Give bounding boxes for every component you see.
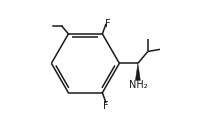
Text: NH₂: NH₂ — [129, 80, 147, 90]
Polygon shape — [135, 63, 140, 80]
Text: F: F — [103, 101, 109, 111]
Text: F: F — [105, 19, 110, 29]
